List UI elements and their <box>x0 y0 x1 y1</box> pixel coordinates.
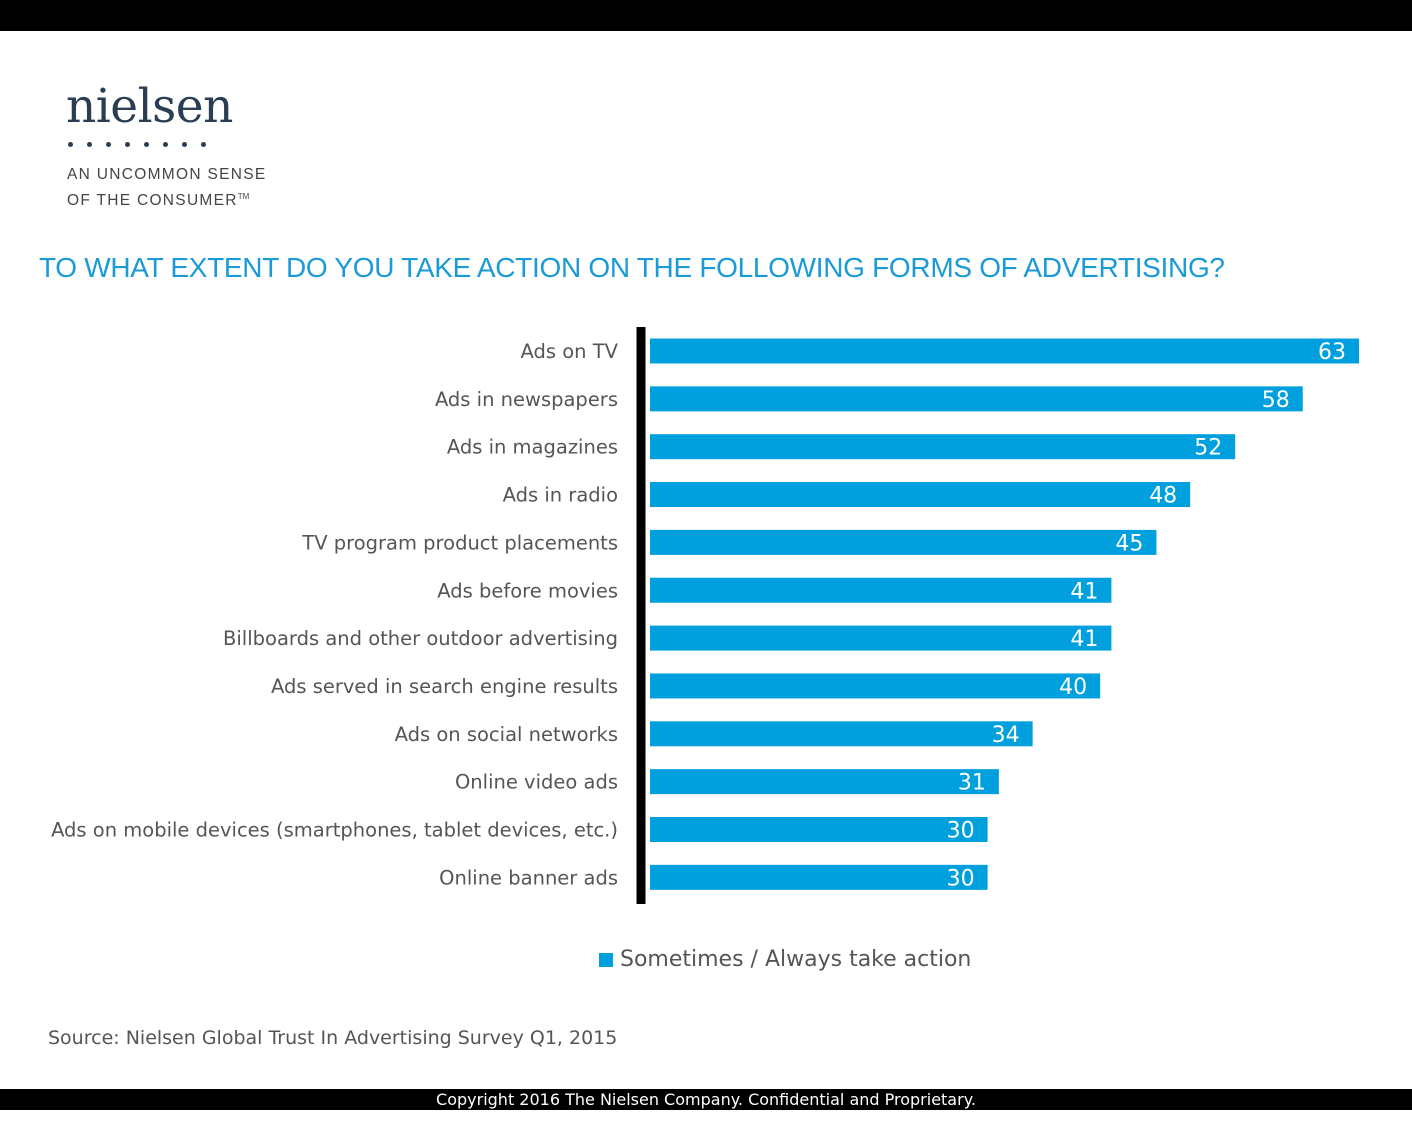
data-label: 40 <box>1059 675 1087 700</box>
category-label: Ads on TV <box>521 340 619 363</box>
category-label: Online banner ads <box>439 866 618 889</box>
category-label: Ads on mobile devices (smartphones, tabl… <box>51 819 618 842</box>
data-label: 30 <box>947 866 975 891</box>
data-label: 45 <box>1115 531 1143 556</box>
logo-tagline: AN UNCOMMON SENSE OF THE CONSUMERTM <box>67 164 267 212</box>
category-label: Ads in magazines <box>447 436 618 459</box>
data-label: 52 <box>1194 436 1222 461</box>
category-label: Online video ads <box>455 771 618 794</box>
bar-chart: Ads on TV 63 Ads in newspapers 58 Ads in mag… <box>51 327 1359 904</box>
category-label: Ads before movies <box>437 579 618 602</box>
bar <box>650 625 1112 651</box>
data-label: 58 <box>1262 388 1290 413</box>
nielsen-logo: nielsen <box>66 82 233 151</box>
legend-label: Sometimes / Always take action <box>620 947 972 972</box>
data-label: 41 <box>1070 627 1098 652</box>
bar <box>650 769 999 795</box>
legend-swatch <box>599 952 613 967</box>
bar <box>650 386 1303 412</box>
footer-copyright: Copyright 2016 The Nielsen Company. Conf… <box>0 1089 1412 1110</box>
data-label: 63 <box>1318 340 1346 365</box>
logo-wordmark: nielsen <box>66 79 233 134</box>
category-label: TV program product placements <box>301 531 618 554</box>
bar <box>650 338 1359 364</box>
chart-title: TO WHAT EXTENT DO YOU TAKE ACTION ON THE… <box>39 252 1225 283</box>
data-label: 48 <box>1149 484 1177 509</box>
data-label: 34 <box>992 723 1020 748</box>
source-note: Source: Nielsen Global Trust In Advertis… <box>48 1027 618 1049</box>
bar <box>650 721 1033 747</box>
bar <box>650 817 988 842</box>
tagline-line-2-text: OF THE CONSUMER <box>67 192 238 210</box>
trademark-mark: TM <box>237 192 250 201</box>
bar <box>650 673 1101 699</box>
data-label: 31 <box>958 771 986 796</box>
top-bar <box>0 0 1412 31</box>
category-label: Billboards and other outdoor advertising <box>223 627 618 650</box>
bar <box>650 434 1236 460</box>
category-label: Ads in newspapers <box>435 388 618 411</box>
data-label: 30 <box>947 819 975 844</box>
data-label: 41 <box>1070 579 1098 604</box>
chart-legend: Sometimes / Always take action <box>599 947 971 972</box>
logo-dots <box>68 132 233 151</box>
category-label: Ads on social networks <box>395 723 618 746</box>
category-label: Ads in radio <box>503 484 618 507</box>
y-axis-line <box>636 327 646 904</box>
tagline-line-1: AN UNCOMMON SENSE <box>67 166 267 183</box>
bar <box>650 577 1112 603</box>
category-label: Ads served in search engine results <box>271 675 618 698</box>
tagline-line-2: OF THE CONSUMERTM <box>67 186 267 212</box>
bar <box>650 864 988 890</box>
bar <box>650 482 1191 508</box>
bar <box>650 529 1157 555</box>
